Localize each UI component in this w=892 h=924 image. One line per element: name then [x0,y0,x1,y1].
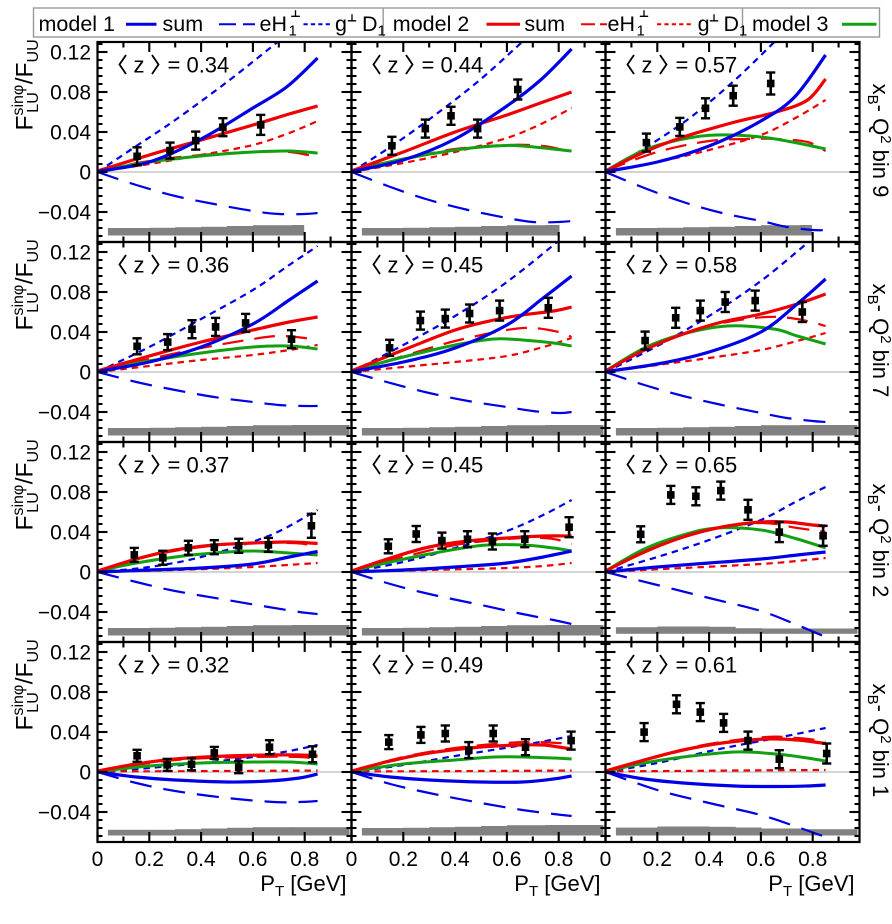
svg-text:= 0.65: = 0.65 [676,453,738,478]
svg-text:0.12: 0.12 [50,442,91,465]
svg-text:0.12: 0.12 [50,242,91,265]
svg-text:0.2: 0.2 [135,848,164,871]
svg-text:= 0.58: = 0.58 [676,253,738,278]
svg-text:sum: sum [163,12,204,36]
svg-text:0.08: 0.08 [50,82,91,105]
svg-text:PT [GeV]: PT [GeV] [260,871,346,900]
svg-text:0: 0 [346,848,358,871]
svg-text:= 0.44: = 0.44 [422,53,484,78]
svg-text:0: 0 [79,162,91,185]
svg-text:0.6: 0.6 [238,848,267,871]
svg-text:z: z [388,453,399,478]
svg-text:0: 0 [600,848,612,871]
svg-text:0.6: 0.6 [492,848,521,871]
svg-text:= 0.61: = 0.61 [676,653,738,678]
svg-text:0.8: 0.8 [798,848,827,871]
svg-text:0.4: 0.4 [694,848,724,871]
svg-text:z: z [388,53,399,78]
svg-text:= 0.49: = 0.49 [422,653,484,678]
svg-text:0.4: 0.4 [440,848,470,871]
svg-text:z: z [642,53,653,78]
svg-text:0.04: 0.04 [50,122,91,145]
svg-text:0.4: 0.4 [186,848,216,871]
svg-text:D: D [362,12,378,36]
svg-text:eH: eH [608,12,635,36]
svg-text:FsinφLU/FUU: FsinφLU/FUU [10,439,42,530]
svg-text:g: g [335,12,347,36]
svg-text:0: 0 [79,762,91,785]
svg-text:z: z [642,253,653,278]
svg-text:= 0.57: = 0.57 [676,53,738,78]
svg-text:0: 0 [92,848,104,871]
svg-text:model 2: model 2 [393,12,470,36]
svg-text:1: 1 [739,23,747,40]
svg-text:0.08: 0.08 [50,282,91,305]
svg-text:model 3: model 3 [752,12,829,36]
svg-text:0.8: 0.8 [544,848,573,871]
svg-text:−0.04: −0.04 [38,402,91,425]
svg-text:1: 1 [378,23,386,40]
svg-text:0.2: 0.2 [389,848,418,871]
svg-text:z: z [134,453,145,478]
svg-text:z: z [388,653,399,678]
svg-text:= 0.34: = 0.34 [168,53,230,78]
svg-text:z: z [134,653,145,678]
svg-text:= 0.32: = 0.32 [168,653,230,678]
svg-text:0.12: 0.12 [50,642,91,665]
svg-text:−0.04: −0.04 [38,602,91,625]
svg-text:= 0.36: = 0.36 [168,253,230,278]
svg-text:0.08: 0.08 [50,482,91,505]
svg-text:z: z [134,53,145,78]
svg-text:−0.04: −0.04 [38,202,91,225]
svg-text:0.12: 0.12 [50,42,91,65]
svg-text:0.04: 0.04 [50,322,91,345]
svg-text:0: 0 [79,562,91,585]
svg-text:0: 0 [79,362,91,385]
svg-text:eH: eH [260,12,287,36]
svg-text:model 1: model 1 [39,12,116,36]
svg-text:0.6: 0.6 [746,848,775,871]
svg-text:D: D [724,12,740,36]
svg-text:= 0.37: = 0.37 [168,453,230,478]
svg-text:0.04: 0.04 [50,522,91,545]
svg-text:= 0.45: = 0.45 [422,253,484,278]
svg-text:1: 1 [289,23,297,40]
svg-text:PT [GeV]: PT [GeV] [768,871,854,900]
svg-text:0.8: 0.8 [290,848,319,871]
svg-text:= 0.45: = 0.45 [422,453,484,478]
svg-text:g: g [698,12,710,36]
svg-text:z: z [642,453,653,478]
svg-text:0.08: 0.08 [50,682,91,705]
svg-text:z: z [134,253,145,278]
svg-text:0.04: 0.04 [50,722,91,745]
svg-text:PT [GeV]: PT [GeV] [514,871,600,900]
svg-text:1: 1 [637,23,645,40]
svg-text:−0.04: −0.04 [38,802,91,825]
svg-text:z: z [642,653,653,678]
svg-text:sum: sum [524,12,565,36]
svg-text:0.2: 0.2 [643,848,672,871]
svg-text:z: z [388,253,399,278]
